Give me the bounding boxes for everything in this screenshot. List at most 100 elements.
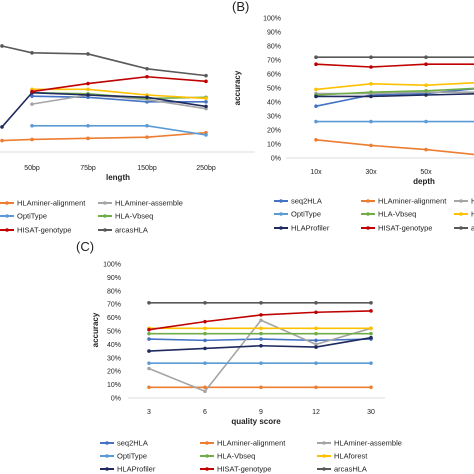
data-point [145, 123, 149, 128]
data-point [86, 87, 90, 92]
data-point [203, 331, 207, 336]
data-point [30, 89, 34, 94]
legend-label: HLAProfiler [117, 465, 156, 474]
data-point [203, 326, 207, 331]
data-point [314, 104, 318, 108]
y-tick-label: 40% [107, 342, 121, 349]
legend-marker [103, 201, 107, 205]
data-point [0, 138, 4, 143]
legend-label: seq2HLA [117, 439, 148, 448]
legend-label: OptiType [291, 210, 321, 219]
legend-marker [205, 441, 209, 445]
x-tick-label: 75bp [80, 165, 96, 172]
x-axis-label: quality score [231, 417, 281, 426]
data-point [86, 123, 90, 128]
y-tick-label: 0% [271, 156, 281, 163]
legend-label: HLAminer-assemble [115, 199, 183, 208]
legend-marker [279, 226, 283, 230]
legend-label: HLAminer-assemble [471, 197, 474, 206]
y-tick-label: 30% [267, 114, 281, 121]
y-tick-label: 50% [267, 86, 281, 93]
data-point [30, 94, 34, 98]
data-point [314, 62, 318, 66]
legend-label: HLAforest [471, 210, 474, 219]
data-point [203, 338, 207, 343]
data-point [204, 133, 208, 137]
y-tick-label: 20% [267, 128, 281, 135]
data-point [204, 104, 208, 109]
data-point [314, 94, 318, 99]
x-tick-label: 12 [312, 409, 320, 416]
legend-label: seq2HLA [291, 197, 322, 206]
data-point [147, 361, 151, 365]
data-point [86, 52, 90, 56]
data-point [314, 310, 318, 315]
data-point [147, 349, 151, 353]
data-point [369, 385, 373, 390]
data-point [314, 342, 318, 347]
y-tick-label: 60% [107, 315, 121, 322]
x-tick-label: 10x [310, 169, 322, 176]
data-point [145, 74, 149, 79]
data-point [30, 102, 34, 106]
data-point [314, 119, 318, 124]
legend-label: HLA-Vbseq [115, 212, 153, 221]
y-tick-label: 70% [267, 58, 281, 65]
data-point [259, 343, 263, 348]
y-tick-label: 90% [267, 30, 281, 37]
series-line-3 [32, 124, 207, 136]
data-point [369, 55, 373, 59]
legend-label: HISAT-genotype [17, 226, 71, 235]
data-point [314, 326, 318, 331]
y-tick-label: 20% [107, 369, 121, 376]
data-point [369, 65, 373, 69]
legend-label: OptiType [117, 452, 147, 461]
data-point [314, 385, 318, 390]
series-line-0 [315, 87, 474, 107]
data-point [203, 301, 207, 305]
legend-label: HLAminer-alignment [217, 439, 286, 448]
series-line-4 [315, 87, 474, 96]
data-point [369, 301, 373, 305]
data-point [369, 82, 373, 86]
legend-label: arcasHLA [115, 226, 148, 235]
data-point [424, 55, 428, 59]
data-point [369, 90, 373, 94]
data-point [314, 301, 318, 305]
data-point [204, 73, 208, 78]
y-tick-label: 90% [107, 275, 121, 282]
legend-label: HLAminer-alignment [378, 197, 447, 206]
series-line-7 [31, 75, 207, 93]
x-tick-label: 250bp [196, 165, 216, 172]
data-point [314, 345, 318, 349]
data-point [369, 309, 373, 313]
data-point [369, 326, 373, 331]
series-line-1 [315, 139, 474, 156]
data-point [147, 331, 151, 336]
data-point [424, 62, 428, 66]
y-tick-label: 0% [111, 396, 121, 403]
data-point [203, 346, 207, 351]
data-point [203, 361, 207, 365]
y-tick-label: 100% [103, 262, 121, 269]
data-point [259, 337, 263, 341]
data-point [369, 331, 373, 336]
x-tick-label: 50x [420, 169, 432, 176]
legend-label: OptiType [17, 212, 47, 221]
legend-marker [322, 441, 326, 445]
data-point [314, 361, 318, 365]
x-tick-label: 9 [259, 409, 263, 416]
data-point [369, 335, 373, 340]
data-point [314, 138, 318, 142]
legend-marker [366, 212, 370, 216]
data-point [86, 81, 90, 86]
x-tick-label: 150bp [137, 165, 157, 172]
data-point [314, 331, 318, 336]
x-tick-label: 3 [147, 409, 151, 416]
series-line-5 [315, 81, 474, 91]
x-tick-label: 30 [367, 409, 375, 416]
legend-label: HLA-Vbseq [217, 452, 255, 461]
y-tick-label: 100% [263, 16, 281, 23]
data-point [86, 93, 90, 97]
